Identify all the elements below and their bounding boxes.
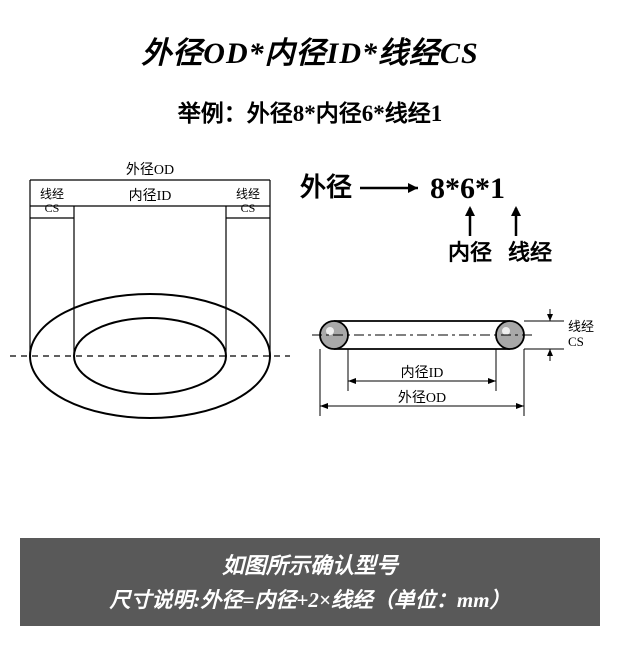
- cs-left-label-b: CS: [45, 201, 60, 215]
- page-subtitle: 举例：外径8*内径6*线经1: [0, 94, 620, 128]
- formula-od-label: 外径: [300, 173, 352, 202]
- footer-line1: 如图所示确认型号: [26, 548, 594, 580]
- formula-id-label: 内径: [448, 240, 492, 265]
- side-id-label: 内径ID: [401, 365, 444, 381]
- diagram-area: 外径OD 内径ID 线经 CS 线经 CS 外径 8*6*1 内径: [0, 146, 620, 466]
- formula-value: 8*6*1: [430, 172, 505, 205]
- ring-side-view: 线经 CS 内径ID 外径OD: [312, 309, 594, 416]
- cs-right-label-a: 线经: [236, 187, 260, 201]
- page-title: 外径OD*内径ID*线经CS: [0, 28, 620, 72]
- formula-cs-label: 线经: [508, 240, 552, 265]
- side-od-label: 外径OD: [398, 390, 446, 406]
- footer-box: 如图所示确认型号 尺寸说明:外径=内径+2×线经（单位：mm）: [20, 538, 600, 626]
- side-cs-label-b: CS: [568, 334, 584, 349]
- cs-left-label-a: 线经: [40, 187, 64, 201]
- id-top-label: 内径ID: [129, 188, 172, 204]
- footer-line2: 尺寸说明:外径=内径+2×线经（单位：mm）: [26, 584, 594, 614]
- ring-top-view: 外径OD 内径ID 线经 CS 线经 CS: [10, 162, 290, 418]
- formula-annotation: 外径 8*6*1 内径 线经: [300, 172, 552, 265]
- side-cs-label-a: 线经: [568, 319, 594, 334]
- cs-right-label-b: CS: [241, 201, 256, 215]
- od-top-label: 外径OD: [126, 162, 174, 178]
- diagram-svg: 外径OD 内径ID 线经 CS 线经 CS 外径 8*6*1 内径: [0, 146, 620, 466]
